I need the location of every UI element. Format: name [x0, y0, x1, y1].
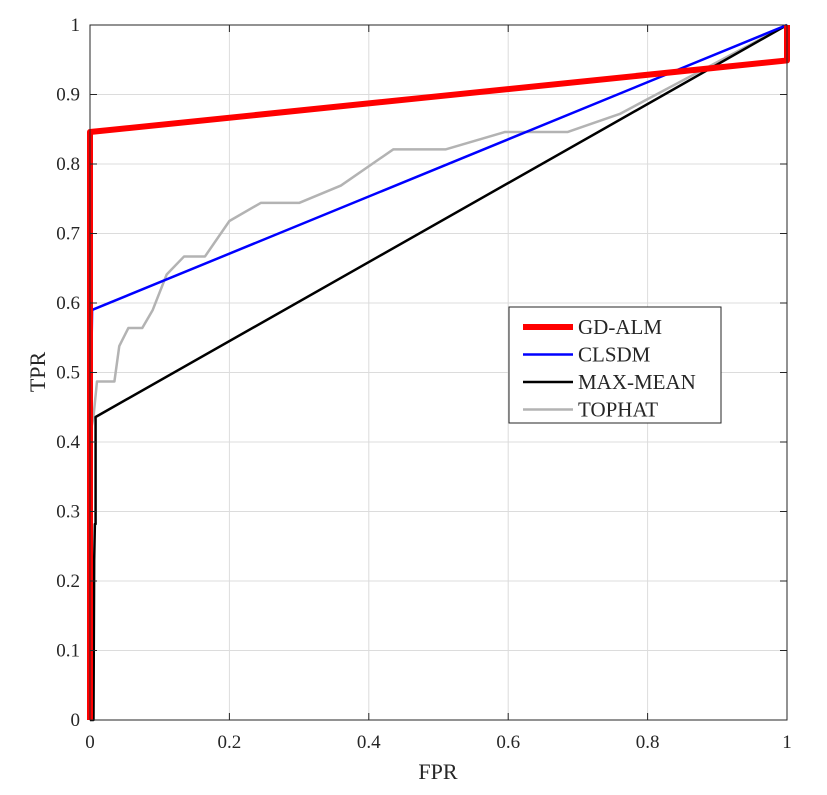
y-tick-label: 1	[71, 15, 81, 36]
x-tick-label: 1	[782, 732, 792, 753]
y-tick-label: 0.5	[56, 363, 80, 384]
y-tick-label: 0.9	[56, 85, 80, 106]
legend-label-clsdm: CLSDM	[578, 343, 651, 367]
x-axis-label: FPR	[418, 759, 457, 784]
x-tick-label: 0	[85, 732, 95, 753]
x-tick-label: 0.8	[636, 732, 660, 753]
legend: GD-ALM CLSDM MAX-MEAN TOPHAT	[508, 306, 722, 424]
x-tick-label: 0.6	[496, 732, 520, 753]
x-tick-labels: 0 0.2 0.4 0.6 0.8 1	[85, 732, 792, 753]
y-tick-label: 0.3	[56, 502, 80, 523]
x-tick-label: 0.4	[357, 732, 381, 753]
series-line-tophat	[88, 23, 788, 720]
grid	[89, 24, 788, 721]
x-tick-label: 0.2	[218, 732, 242, 753]
y-tick-label: 0.4	[56, 432, 80, 453]
y-tick-label: 0	[71, 710, 81, 731]
axis-ticks	[89, 24, 788, 721]
y-tick-label: 0.8	[56, 154, 80, 175]
y-axis-label: TPR	[25, 352, 50, 393]
y-tick-labels: 0 0.1 0.2 0.3 0.4 0.5 0.6 0.7 0.8 0.9 1	[56, 15, 80, 731]
legend-label-max-mean: MAX-MEAN	[578, 370, 696, 394]
y-tick-label: 0.2	[56, 571, 80, 592]
legend-label-tophat: TOPHAT	[578, 398, 658, 422]
legend-label-gd-alm: GD-ALM	[578, 315, 662, 339]
y-tick-label: 0.7	[56, 224, 80, 245]
legend-items: GD-ALM CLSDM MAX-MEAN TOPHAT	[523, 315, 696, 422]
y-tick-label: 0.1	[56, 641, 80, 662]
y-tick-label: 0.6	[56, 293, 80, 314]
